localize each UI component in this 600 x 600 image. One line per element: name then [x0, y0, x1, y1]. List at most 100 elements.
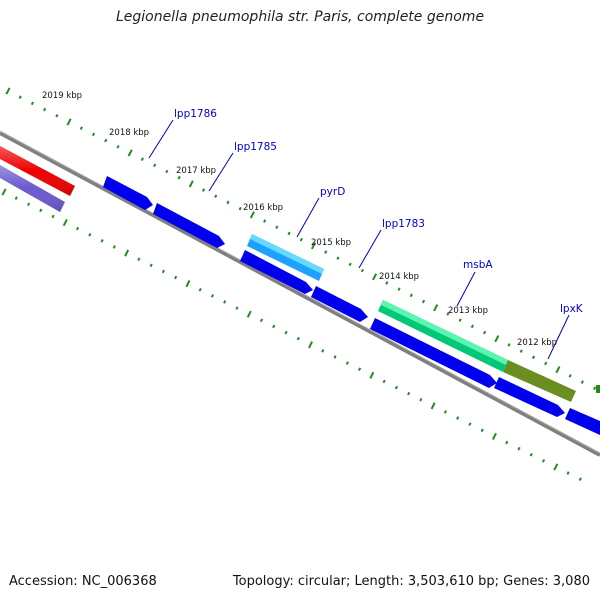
outer-tick-mark [544, 361, 548, 366]
outer-tick-mark [238, 206, 242, 211]
gene-label-lpp1783[interactable]: lpp1783 [382, 218, 425, 230]
outer-tick-mark [153, 163, 157, 168]
kbp-label-2014: 2014 kbp [379, 272, 419, 282]
inner-tick-mark [88, 232, 92, 237]
outer-tick-mark [336, 256, 340, 260]
outer-tick-mark [226, 200, 230, 205]
kbp-label-2016: 2016 kbp [243, 203, 283, 213]
inner-tick-mark [419, 397, 423, 402]
gene-feature-blue-b[interactable] [370, 318, 497, 388]
outer-tick-mark [55, 113, 59, 118]
gene-feature-lpxK[interactable] [503, 360, 576, 402]
gene-feature-lpp1786[interactable] [103, 176, 153, 210]
outer-tick-mark [91, 132, 96, 137]
outer-tick-mark [5, 87, 11, 95]
inner-tick-mark [345, 361, 349, 365]
outer-tick-mark [360, 268, 364, 273]
outer-tick-mark [458, 318, 462, 322]
inner-tick-mark [566, 471, 570, 475]
kbp-labels: 2019 kbp 2018 kbp 2017 kbp 2016 kbp 2015… [42, 91, 557, 348]
outer-tick-ring [5, 87, 597, 391]
inner-tick-mark [480, 428, 484, 433]
inner-tick-mark [223, 300, 227, 304]
inner-tick-mark [259, 318, 264, 323]
inner-tick-mark [14, 196, 18, 200]
leader-lpp1786 [148, 119, 174, 159]
inner-tick-mark [394, 385, 398, 390]
genome-backbone [0, 131, 600, 457]
gene-label-pyrD[interactable]: pyrD [320, 186, 345, 198]
inner-tick-mark [541, 459, 546, 463]
inner-tick-mark [185, 280, 191, 288]
outer-tick-mark [30, 101, 35, 106]
outer-tick-mark [324, 250, 328, 254]
inner-tick-mark [333, 355, 337, 359]
outer-tick-mark [593, 386, 597, 391]
inner-tick-mark [62, 218, 68, 227]
outer-tick-mark [201, 188, 206, 192]
gene-feature-blue-c[interactable] [494, 377, 565, 417]
gene-feature-edge [596, 385, 600, 393]
kbp-label-2019: 2019 kbp [42, 91, 82, 101]
outer-tick-mark [188, 180, 194, 188]
gene-feature-lpp1785[interactable] [153, 203, 225, 248]
outer-tick-mark [494, 335, 500, 343]
inner-tick-mark [529, 452, 533, 457]
inner-tick-mark [553, 463, 559, 471]
gene-feature-lpp1783[interactable] [311, 286, 368, 322]
inner-tick-mark [149, 263, 153, 268]
leader-lpxK [547, 314, 570, 360]
gene-label-lpp1786[interactable]: lpp1786 [174, 108, 217, 120]
outer-tick-mark [348, 262, 352, 267]
inner-tick-mark [124, 249, 130, 257]
outer-tick-mark [66, 118, 72, 126]
inner-tick-mark [468, 422, 472, 426]
outer-tick-mark [421, 299, 426, 304]
outer-tick-mark [433, 304, 439, 312]
outer-tick-mark [140, 157, 144, 161]
genome-summary-text: Topology: circular; Length: 3,503,610 bp… [232, 574, 590, 589]
gene-label-lpxK[interactable]: lpxK [560, 303, 584, 315]
gene-feature-red-shade [0, 146, 75, 196]
inner-tick-mark [443, 410, 448, 414]
inner-tick-mark [39, 208, 43, 213]
inner-tick-mark [296, 336, 300, 341]
outer-tick-mark [43, 107, 47, 112]
kbp-label-2015: 2015 kbp [311, 238, 351, 248]
outer-tick-mark [372, 273, 378, 281]
outer-tick-mark [275, 225, 279, 230]
outer-tick-mark [18, 95, 22, 99]
outer-tick-mark [531, 355, 536, 360]
kbp-label-2018: 2018 kbp [109, 128, 149, 138]
leader-pyrD [296, 197, 320, 238]
gene-feature-blue-d[interactable] [565, 408, 600, 435]
inner-tick-mark [235, 306, 239, 310]
outer-tick-mark [397, 287, 401, 291]
outer-tick-mark [568, 374, 572, 378]
gene-feature-pyrD-light [250, 234, 324, 274]
outer-tick-mark [483, 330, 487, 335]
inner-tick-mark [456, 416, 460, 420]
outer-tick-mark [470, 324, 474, 329]
inner-tick-mark [198, 287, 202, 292]
inner-tick-mark [517, 446, 521, 451]
inner-tick-mark [75, 226, 80, 231]
inner-tick-mark [578, 477, 582, 481]
gene-feature-blue-a[interactable] [240, 250, 313, 294]
inner-tick-mark [407, 391, 411, 396]
inner-tick-mark [26, 202, 31, 207]
gene-label-lpp1785[interactable]: lpp1785 [234, 141, 277, 153]
outer-tick-mark [104, 138, 108, 143]
outer-tick-mark [555, 366, 561, 374]
inner-tick-mark [369, 371, 375, 379]
inner-tick-mark [174, 275, 178, 280]
genome-backbone-highlight [0, 130, 600, 454]
inner-tick-mark [505, 440, 509, 445]
outer-tick-mark [385, 281, 389, 285]
inner-tick-mark [210, 294, 215, 298]
inner-tick-mark [246, 310, 252, 318]
genome-title: Legionella pneumophila str. Paris, compl… [115, 9, 485, 25]
gene-label-msbA[interactable]: msbA [463, 259, 493, 271]
inner-tick-mark [161, 269, 165, 274]
